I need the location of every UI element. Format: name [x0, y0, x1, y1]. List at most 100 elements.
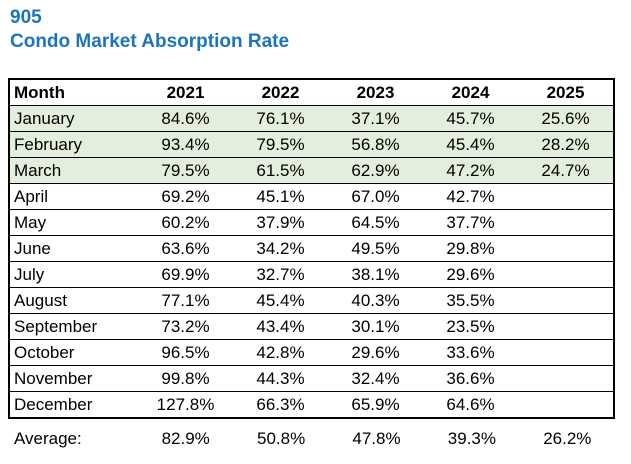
value-cell: 29.6%	[423, 261, 518, 288]
value-cell: 66.3%	[256, 395, 305, 414]
page-subtitle: Condo Market Absorption Rate	[10, 31, 290, 52]
average-value-2022: 50.8%	[256, 429, 306, 448]
table-row: April 69.2% 45.1% 67.0% 42.7%	[10, 183, 613, 210]
value-cell: 32.7%	[233, 261, 328, 288]
value-cell: 35.5%	[423, 287, 518, 314]
average-value-2025: 26.2%	[543, 429, 592, 448]
value-cell: 76.1%	[233, 105, 328, 132]
month-cell: May	[10, 209, 138, 236]
value-cell: 42.8%	[233, 339, 328, 366]
value-cell	[518, 392, 613, 418]
column-header-2023: 2023	[328, 80, 423, 106]
value-cell	[518, 313, 613, 340]
value-cell: 37.7%	[423, 209, 518, 236]
value-cell: 37.9%	[233, 209, 328, 236]
column-header-2024: 2024	[423, 80, 518, 106]
value-cell: 24.7%	[518, 157, 613, 184]
table-row: December 127.8% 66.3% 65.9% 64.6%	[10, 392, 613, 418]
value-cell: 79.5%	[138, 157, 233, 184]
month-cell: February	[10, 131, 138, 158]
month-cell: September	[10, 313, 138, 340]
value-cell: 96.5%	[138, 339, 233, 366]
value-cell: 29.8%	[423, 235, 518, 262]
table-row: May 60.2% 37.9% 64.5% 37.7%	[10, 209, 613, 236]
table-row: July 69.9% 32.7% 38.1% 29.6%	[10, 261, 613, 288]
value-cell: 36.6%	[423, 365, 518, 392]
value-cell: 77.1%	[138, 287, 233, 314]
value-cell: 45.4%	[423, 131, 518, 158]
column-header-2021: 2021	[138, 80, 233, 106]
value-cell: 84.6%	[138, 105, 233, 132]
value-cell	[518, 287, 613, 314]
value-cell	[518, 365, 613, 392]
value-cell: 23.5%	[423, 313, 518, 340]
value-cell: 32.4%	[328, 365, 423, 392]
value-cell: 56.8%	[328, 131, 423, 158]
value-cell: 38.1%	[328, 261, 423, 288]
absorption-rate-table-wrap: Month 2021 2022 2023 2024 2025 January 8…	[8, 78, 615, 419]
value-cell: 61.5%	[233, 157, 328, 184]
table-row: January 84.6% 76.1% 37.1% 45.7% 25.6%	[10, 105, 613, 132]
value-cell: 34.2%	[233, 235, 328, 262]
table-row: November 99.8% 44.3% 32.4% 36.6%	[10, 365, 613, 392]
value-cell: 63.6%	[138, 235, 233, 262]
value-cell	[518, 261, 613, 288]
value-cell: 42.7%	[423, 183, 518, 210]
value-cell: 69.9%	[138, 261, 233, 288]
value-cell	[518, 209, 613, 236]
column-header-month: Month	[10, 80, 138, 106]
value-cell: 33.6%	[423, 339, 518, 366]
month-cell: December	[14, 395, 93, 414]
value-cell: 127.8%	[156, 395, 215, 414]
header-row: Month 2021 2022 2023 2024 2025	[10, 80, 613, 106]
value-cell: 73.2%	[138, 313, 233, 340]
value-cell: 37.1%	[328, 105, 423, 132]
value-cell: 49.5%	[328, 235, 423, 262]
value-cell: 29.6%	[328, 339, 423, 366]
table-row: February 93.4% 79.5% 56.8% 45.4% 28.2%	[10, 131, 613, 158]
average-row: Average: 82.9% 50.8% 47.8% 39.3% 26.2%	[8, 426, 615, 452]
value-cell: 64.5%	[328, 209, 423, 236]
value-cell: 65.9%	[351, 395, 400, 414]
value-cell: 45.7%	[423, 105, 518, 132]
value-cell: 45.1%	[233, 183, 328, 210]
table-row: March 79.5% 61.5% 62.9% 47.2% 24.7%	[10, 157, 613, 184]
value-cell: 43.4%	[233, 313, 328, 340]
month-cell: March	[10, 157, 138, 184]
value-cell: 25.6%	[518, 105, 613, 132]
absorption-rate-table: Month 2021 2022 2023 2024 2025 January 8…	[10, 80, 613, 417]
month-cell: November	[10, 365, 138, 392]
value-cell: 64.6%	[446, 395, 495, 414]
month-cell: October	[10, 339, 138, 366]
table-row: October 96.5% 42.8% 29.6% 33.6%	[10, 339, 613, 366]
column-header-2022: 2022	[233, 80, 328, 106]
value-cell: 44.3%	[233, 365, 328, 392]
value-cell: 28.2%	[518, 131, 613, 158]
value-cell: 30.1%	[328, 313, 423, 340]
table-row: September 73.2% 43.4% 30.1% 23.5%	[10, 313, 613, 340]
average-label: Average:	[14, 429, 82, 448]
value-cell: 67.0%	[328, 183, 423, 210]
month-cell: April	[10, 183, 138, 210]
value-cell: 79.5%	[233, 131, 328, 158]
value-cell	[518, 339, 613, 366]
page-title: 905	[10, 7, 42, 28]
value-cell	[518, 183, 613, 210]
value-cell: 40.3%	[328, 287, 423, 314]
value-cell: 47.2%	[423, 157, 518, 184]
table-row: August 77.1% 45.4% 40.3% 35.5%	[10, 287, 613, 314]
month-cell: January	[10, 105, 138, 132]
average-value-2021: 82.9%	[161, 429, 210, 448]
value-cell: 99.8%	[138, 365, 233, 392]
average-value-2024: 39.3%	[447, 429, 496, 448]
value-cell: 45.4%	[233, 287, 328, 314]
month-cell: July	[10, 261, 138, 288]
value-cell: 60.2%	[138, 209, 233, 236]
value-cell	[518, 235, 613, 262]
table-row: June 63.6% 34.2% 49.5% 29.8%	[10, 235, 613, 262]
average-value-2023: 47.8%	[352, 429, 401, 448]
column-header-2025: 2025	[518, 80, 613, 106]
month-cell: June	[10, 235, 138, 262]
table-header: Month 2021 2022 2023 2024 2025	[10, 80, 613, 106]
